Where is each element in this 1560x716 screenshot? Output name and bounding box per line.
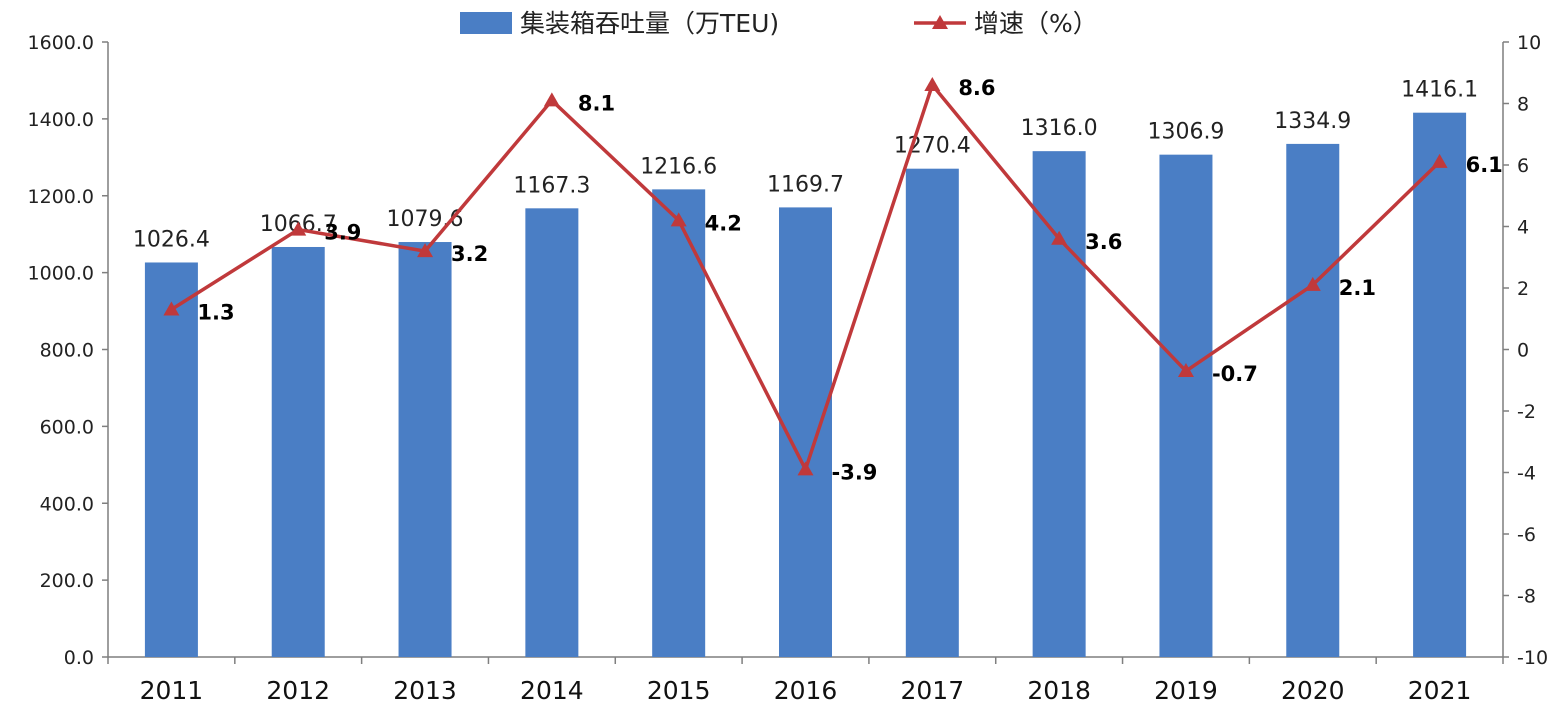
left-axis-tick-label: 0.0 bbox=[64, 647, 94, 669]
bar bbox=[905, 168, 959, 657]
left-axis-tick-label: 400.0 bbox=[40, 493, 94, 515]
bar bbox=[1032, 151, 1086, 657]
x-axis-tick-label: 2013 bbox=[393, 676, 457, 705]
rate-marker bbox=[417, 243, 434, 258]
legend-line-marker bbox=[932, 15, 948, 29]
right-axis-tick-label: 0 bbox=[1517, 340, 1529, 362]
rate-value-label: 3.2 bbox=[451, 242, 488, 266]
legend-bar-label: 集装箱吞吐量（万TEU) bbox=[520, 9, 779, 38]
bar bbox=[1286, 143, 1340, 657]
x-axis-tick-label: 2018 bbox=[1027, 676, 1091, 705]
rate-value-label: 2.1 bbox=[1339, 276, 1376, 300]
legend: 集装箱吞吐量（万TEU) 增速（%） bbox=[460, 9, 1098, 38]
bar-value-label: 1026.4 bbox=[133, 227, 210, 252]
bar bbox=[398, 242, 452, 657]
bar bbox=[525, 208, 579, 657]
bar bbox=[1159, 154, 1213, 657]
x-axis-tick-label: 2011 bbox=[140, 676, 204, 705]
right-axis-tick-label: -2 bbox=[1517, 401, 1536, 423]
rate-labels: 1.3 3.9 3.2 8.1 4.2 -3.9 8.6 3.6 -0.7 2.1 6.1 bbox=[197, 76, 1502, 484]
bar-series bbox=[144, 112, 1467, 658]
right-axis-tick-label: 8 bbox=[1517, 94, 1529, 116]
bar-value-label: 1270.4 bbox=[894, 134, 971, 159]
right-axis-tick-label: 2 bbox=[1517, 278, 1529, 300]
rate-marker bbox=[1051, 230, 1068, 245]
rate-marker bbox=[543, 92, 560, 107]
rate-marker bbox=[1431, 153, 1448, 168]
rate-marker bbox=[1177, 363, 1194, 378]
left-axis: 0.0 200.0 400.0 600.0 800.0 1000.0 1200.0 1400.… bbox=[28, 32, 109, 669]
x-axis-tick-label: 2020 bbox=[1281, 676, 1345, 705]
rate-line-series bbox=[163, 77, 1448, 476]
rate-value-label: 4.2 bbox=[705, 211, 742, 235]
rate-marker bbox=[797, 461, 814, 476]
rate-marker bbox=[924, 77, 941, 92]
rate-value-label: 8.6 bbox=[958, 76, 995, 100]
left-axis-tick-label: 800.0 bbox=[40, 340, 94, 362]
bar-value-label: 1167.3 bbox=[513, 173, 590, 198]
rate-marker bbox=[670, 212, 687, 227]
left-axis-tick-label: 1600.0 bbox=[28, 32, 94, 54]
bar-value-label: 1216.6 bbox=[640, 154, 717, 179]
right-axis-tick-label: 6 bbox=[1517, 155, 1529, 177]
rate-marker bbox=[163, 301, 180, 316]
right-axis-tick-label: 10 bbox=[1517, 32, 1541, 54]
rate-value-label: -0.7 bbox=[1212, 362, 1258, 386]
rate-value-label: 3.6 bbox=[1085, 230, 1122, 254]
x-axis-tick-label: 2012 bbox=[266, 676, 330, 705]
x-axis-tick-label: 2015 bbox=[647, 676, 711, 705]
left-axis-tick-label: 1000.0 bbox=[28, 263, 94, 285]
right-axis-tick-label: -10 bbox=[1517, 647, 1548, 669]
rate-value-label: -3.9 bbox=[832, 460, 878, 484]
right-axis-tick-label: -8 bbox=[1517, 586, 1536, 608]
left-axis-tick-label: 1200.0 bbox=[28, 186, 94, 208]
left-axis-tick-label: 600.0 bbox=[40, 416, 94, 438]
rate-value-label: 1.3 bbox=[197, 301, 234, 325]
x-axis-tick-label: 2021 bbox=[1408, 676, 1472, 705]
right-axis-tick-label: -4 bbox=[1517, 463, 1536, 485]
left-axis-tick-label: 1400.0 bbox=[28, 109, 94, 131]
right-axis-tick-label: 4 bbox=[1517, 217, 1529, 239]
rate-marker bbox=[290, 221, 307, 236]
bar bbox=[271, 246, 325, 657]
right-axis-tick-label: -6 bbox=[1517, 524, 1536, 546]
rate-value-label: 3.9 bbox=[324, 221, 361, 245]
rate-value-label: 8.1 bbox=[578, 91, 615, 115]
bar-value-label: 1306.9 bbox=[1147, 120, 1224, 145]
bar-value-label: 1169.7 bbox=[767, 172, 844, 197]
bar-value-label: 1416.1 bbox=[1401, 78, 1478, 103]
legend-line-label: 增速（%） bbox=[974, 9, 1098, 38]
legend-bar-swatch bbox=[460, 12, 512, 34]
x-axis-tick-label: 2017 bbox=[901, 676, 965, 705]
x-axis-tick-label: 2014 bbox=[520, 676, 584, 705]
bar bbox=[1413, 112, 1467, 657]
right-axis: -10 -8 -6 -4 -2 0 2 4 6 8 10 bbox=[1502, 32, 1548, 669]
x-axis-tick-label: 2016 bbox=[774, 676, 838, 705]
bar-value-label: 1316.0 bbox=[1021, 116, 1098, 141]
x-axis-tick-label: 2019 bbox=[1154, 676, 1218, 705]
bar bbox=[144, 262, 198, 657]
left-axis-tick-label: 200.0 bbox=[40, 570, 94, 592]
rate-marker bbox=[1304, 276, 1321, 291]
x-axis: 2011 2012 2013 2014 2015 2016 2017 2018 2019 2020… bbox=[107, 656, 1504, 705]
bar bbox=[652, 189, 706, 657]
rate-value-label: 6.1 bbox=[1466, 153, 1503, 177]
bar-value-label: 1334.9 bbox=[1274, 109, 1351, 134]
